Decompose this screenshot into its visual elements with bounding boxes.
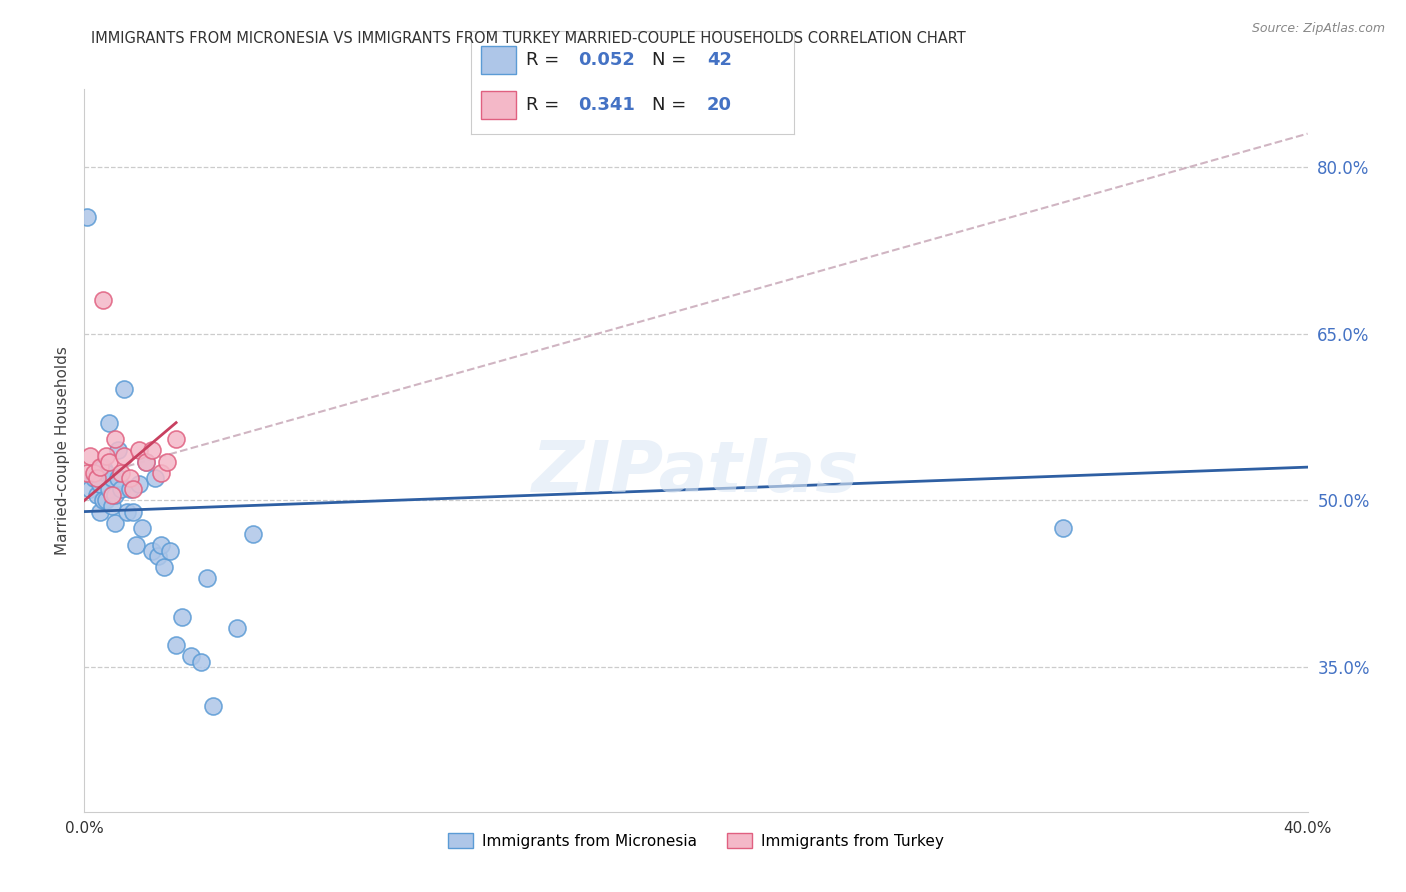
- Point: [1052, 521, 1074, 535]
- Point: [128, 443, 150, 458]
- Point: [97, 454, 120, 468]
- Text: R =: R =: [526, 51, 565, 69]
- Point: [141, 543, 163, 558]
- Text: IMMIGRANTS FROM MICRONESIA VS IMMIGRANTS FROM TURKEY MARRIED-COUPLE HOUSEHOLDS C: IMMIGRANTS FROM MICRONESIA VS IMMIGRANTS…: [91, 31, 966, 46]
- Point: [83, 466, 105, 480]
- FancyBboxPatch shape: [481, 91, 516, 120]
- Point: [165, 433, 187, 447]
- Point: [159, 543, 181, 558]
- Point: [94, 466, 117, 480]
- Point: [149, 538, 172, 552]
- Point: [89, 505, 111, 519]
- Point: [122, 483, 145, 497]
- Point: [86, 471, 108, 485]
- Point: [112, 449, 135, 463]
- Point: [79, 449, 101, 463]
- Point: [97, 483, 120, 497]
- Point: [112, 382, 135, 396]
- Point: [190, 655, 212, 669]
- Point: [107, 471, 129, 485]
- Text: 20: 20: [707, 96, 733, 114]
- Point: [91, 493, 114, 508]
- Point: [94, 493, 117, 508]
- Point: [120, 471, 142, 485]
- Point: [101, 499, 124, 513]
- Point: [149, 466, 172, 480]
- Point: [104, 488, 127, 502]
- Point: [128, 476, 150, 491]
- Text: N =: N =: [652, 96, 692, 114]
- Point: [131, 521, 153, 535]
- Point: [195, 571, 218, 585]
- Legend: Immigrants from Micronesia, Immigrants from Turkey: Immigrants from Micronesia, Immigrants f…: [441, 827, 950, 855]
- Point: [79, 483, 101, 497]
- Point: [89, 460, 111, 475]
- Point: [146, 549, 169, 563]
- Text: R =: R =: [526, 96, 565, 114]
- Point: [76, 466, 98, 480]
- Point: [86, 488, 108, 502]
- Text: N =: N =: [652, 51, 692, 69]
- Y-axis label: Married-couple Households: Married-couple Households: [55, 346, 70, 555]
- Point: [172, 610, 194, 624]
- Text: Source: ZipAtlas.com: Source: ZipAtlas.com: [1251, 22, 1385, 36]
- Point: [101, 471, 124, 485]
- Point: [110, 466, 132, 480]
- Point: [110, 483, 132, 497]
- Point: [91, 460, 114, 475]
- Point: [115, 505, 138, 519]
- Point: [135, 454, 157, 468]
- Point: [89, 476, 111, 491]
- Point: [226, 621, 249, 635]
- Point: [141, 443, 163, 458]
- Text: 42: 42: [707, 51, 733, 69]
- Point: [97, 416, 120, 430]
- Point: [165, 638, 187, 652]
- Point: [76, 210, 98, 224]
- Point: [201, 699, 224, 714]
- Point: [101, 488, 124, 502]
- Point: [125, 538, 148, 552]
- Point: [120, 483, 142, 497]
- Point: [104, 516, 127, 530]
- Point: [122, 505, 145, 519]
- Point: [143, 471, 166, 485]
- Text: 0.341: 0.341: [578, 96, 634, 114]
- Text: 0.052: 0.052: [578, 51, 634, 69]
- Point: [153, 560, 176, 574]
- Point: [104, 433, 127, 447]
- Point: [83, 471, 105, 485]
- Point: [94, 449, 117, 463]
- Point: [107, 443, 129, 458]
- Point: [135, 454, 157, 468]
- FancyBboxPatch shape: [481, 45, 516, 74]
- Point: [242, 526, 264, 541]
- Point: [180, 649, 202, 664]
- Point: [156, 454, 179, 468]
- Text: ZIPatlas: ZIPatlas: [533, 438, 859, 507]
- Point: [91, 293, 114, 308]
